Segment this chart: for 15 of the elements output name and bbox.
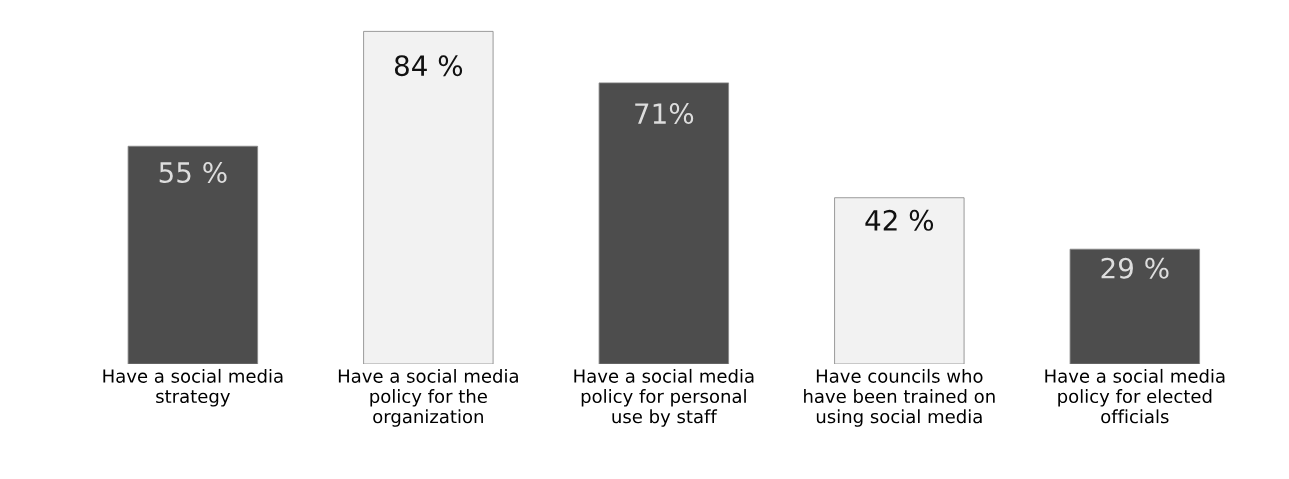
data-label: 29 % [1101,257,1169,279]
data-label: 84 % [394,55,463,77]
bar [598,82,730,365]
x-tick-label: Have councils who have been trained on using social media [804,368,995,427]
bar [363,30,494,365]
bar [127,145,259,365]
data-label: 71% [635,103,694,125]
x-tick-label: Have a social media policy for personal use by staff [574,368,754,427]
data-label: 42 % [865,209,934,231]
x-tick-label: Have a social media strategy [103,368,283,407]
bar [1069,248,1200,365]
x-tick-label: Have a social media policy for elected officials [1045,368,1225,424]
bar [834,197,965,365]
data-label: 55 % [159,161,227,183]
x-tick-label: Have a social media policy for the organization [338,368,518,427]
